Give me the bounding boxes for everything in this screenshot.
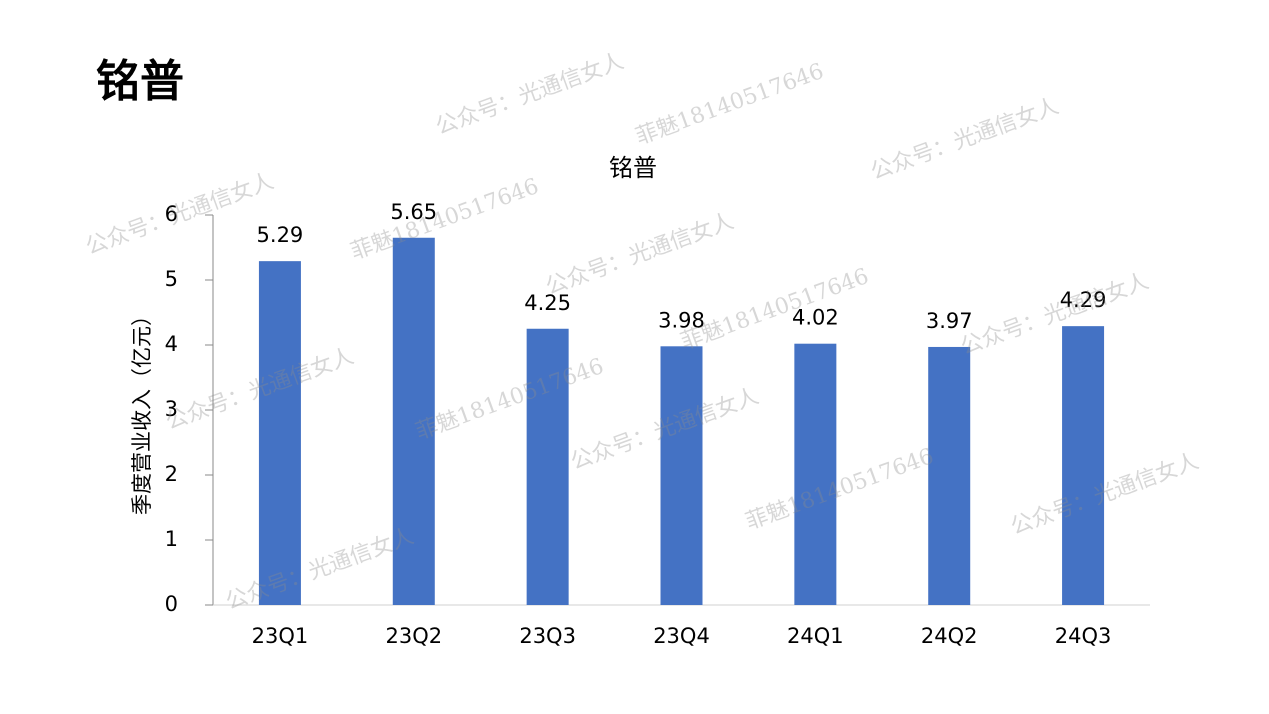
data-label: 3.97	[926, 309, 973, 333]
x-tick-label: 24Q2	[921, 624, 978, 648]
x-tick-label: 24Q1	[787, 624, 844, 648]
watermark: 菲魅18140517646	[348, 174, 543, 265]
y-tick-label: 6	[165, 202, 178, 226]
y-tick-label: 3	[165, 397, 178, 421]
y-tick-label: 5	[165, 267, 178, 291]
y-tick-label: 1	[165, 527, 178, 551]
watermark: 公众号：光通信女人	[223, 524, 418, 615]
bar	[928, 346, 971, 605]
y-axis-label: 季度营业收入（亿元）	[130, 305, 154, 515]
watermark: 公众号：光通信女人	[1008, 449, 1203, 540]
data-label: 4.25	[524, 291, 571, 315]
watermark: 公众号：光通信女人	[543, 209, 738, 300]
watermark: 公众号：光通信女人	[958, 269, 1153, 360]
bar	[660, 346, 703, 605]
data-label: 4.29	[1060, 288, 1107, 312]
watermark: 菲魅18140517646	[678, 264, 873, 355]
chart-title: 铭普	[609, 154, 657, 182]
watermark: 菲魅18140517646	[743, 444, 938, 535]
y-tick-label: 2	[165, 462, 178, 486]
x-tick-label: 23Q3	[519, 624, 576, 648]
x-tick-label: 24Q3	[1055, 624, 1112, 648]
data-label: 3.98	[658, 308, 705, 332]
x-tick-label: 23Q2	[385, 624, 442, 648]
bar	[258, 261, 301, 605]
watermark: 公众号：光通信女人	[433, 49, 628, 140]
data-label: 4.02	[792, 306, 839, 330]
bar	[794, 343, 837, 605]
watermark: 菲魅18140517646	[633, 59, 828, 150]
watermark: 菲魅18140517646	[413, 354, 608, 445]
x-tick-label: 23Q4	[653, 624, 710, 648]
data-label: 5.65	[390, 200, 437, 224]
bar	[1062, 326, 1105, 605]
watermark: 公众号：光通信女人	[83, 169, 278, 260]
watermark: 公众号：光通信女人	[868, 94, 1063, 185]
y-tick-label: 4	[165, 332, 178, 356]
data-label: 5.29	[257, 223, 304, 247]
page-title: 铭普	[96, 56, 184, 107]
x-tick-label: 23Q1	[252, 624, 309, 648]
y-tick-label: 0	[165, 592, 178, 616]
bar	[392, 237, 435, 605]
bar	[526, 328, 569, 605]
